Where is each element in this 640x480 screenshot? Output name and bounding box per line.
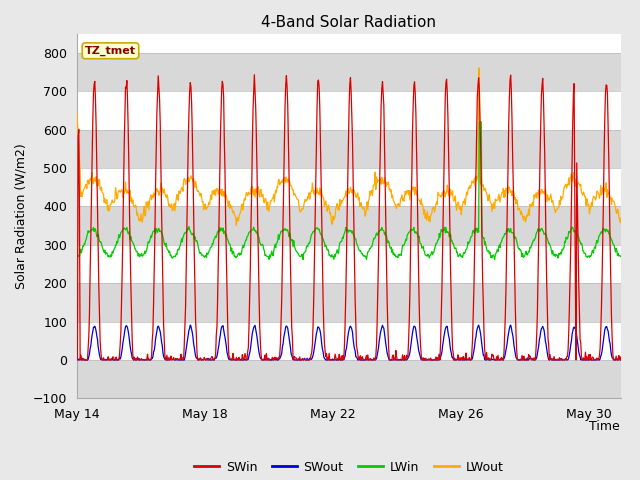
Text: TZ_tmet: TZ_tmet bbox=[85, 46, 136, 56]
Bar bbox=[77, 206, 621, 245]
Y-axis label: Solar Radiation (W/m2): Solar Radiation (W/m2) bbox=[14, 143, 27, 289]
Bar bbox=[77, 53, 621, 91]
Bar bbox=[77, 130, 621, 168]
Title: 4-Band Solar Radiation: 4-Band Solar Radiation bbox=[261, 15, 436, 30]
Legend: SWin, SWout, LWin, LWout: SWin, SWout, LWin, LWout bbox=[189, 456, 508, 479]
X-axis label: Time: Time bbox=[589, 420, 620, 433]
Bar bbox=[77, 360, 621, 398]
Bar bbox=[77, 283, 621, 322]
